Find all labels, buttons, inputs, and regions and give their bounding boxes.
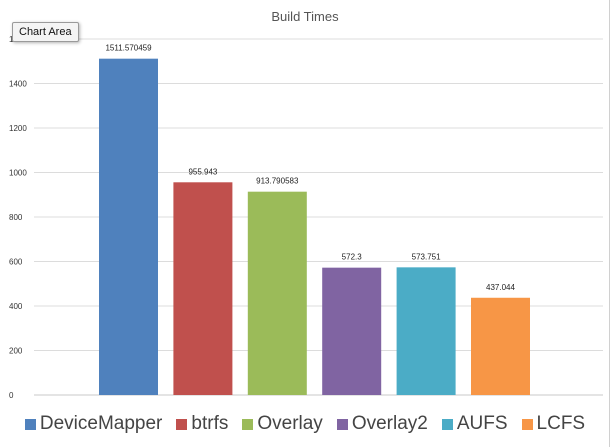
y-tick-label: 1200 xyxy=(9,124,27,133)
legend-item-overlay2[interactable]: Overlay2 xyxy=(336,413,428,435)
bar-overlay2[interactable] xyxy=(322,267,382,395)
legend-swatch xyxy=(24,418,36,430)
legend-swatch xyxy=(441,418,453,430)
data-label-overlay: 913.790583 xyxy=(256,177,299,186)
legend-item-overlay[interactable]: Overlay xyxy=(242,413,323,435)
y-tick-label: 1000 xyxy=(9,169,27,178)
y-tick-label: 600 xyxy=(9,258,23,267)
y-tick-label: 1400 xyxy=(9,80,27,89)
legend[interactable]: DeviceMapper btrfs Overlay Overlay2 AUFS LCFS xyxy=(0,409,610,439)
data-label-lcfs: 437.044 xyxy=(486,283,515,292)
data-label-overlay2: 572.3 xyxy=(342,253,363,262)
bar-btrfs[interactable] xyxy=(173,182,233,395)
bar-lcfs[interactable] xyxy=(471,297,530,395)
bar-aufs[interactable] xyxy=(396,267,456,395)
data-label-btrfs: 955.943 xyxy=(188,167,217,176)
legend-label: DeviceMapper xyxy=(39,413,163,434)
legend-swatch xyxy=(521,418,533,430)
legend-item-btrfs[interactable]: btrfs xyxy=(176,413,228,435)
legend-label: AUFS xyxy=(456,413,508,434)
legend-item-lcfs[interactable]: LCFS xyxy=(521,413,586,435)
legend-item-devicemapper[interactable]: DeviceMapper xyxy=(24,413,163,435)
bars xyxy=(99,58,530,396)
chart-title: Build Times xyxy=(271,9,339,24)
legend-item-aufs[interactable]: AUFS xyxy=(441,413,508,435)
legend-label: Overlay2 xyxy=(351,413,428,434)
bar-overlay[interactable] xyxy=(247,191,307,395)
y-tick-label: 400 xyxy=(9,302,23,311)
data-label-aufs: 573.751 xyxy=(412,252,441,261)
y-axis-tick-labels: 02004006008001000120014001600 xyxy=(9,35,27,400)
y-tick-label: 800 xyxy=(9,213,23,222)
legend-label: LCFS xyxy=(536,413,586,434)
legend-label: btrfs xyxy=(191,413,229,434)
legend-swatch xyxy=(336,418,348,430)
data-label-devicemapper: 1511.570459 xyxy=(105,44,152,53)
chart-area-tooltip: Chart Area xyxy=(12,22,79,42)
y-tick-label: 200 xyxy=(9,347,23,356)
data-labels: 1511.570459 955.943 913.790583 572.3 573.751… xyxy=(105,44,515,292)
y-tick-label: 0 xyxy=(9,391,14,400)
legend-swatch xyxy=(242,418,254,430)
legend-swatch xyxy=(176,418,188,430)
legend-label: Overlay xyxy=(257,413,323,434)
bar-devicemapper[interactable] xyxy=(99,58,158,396)
